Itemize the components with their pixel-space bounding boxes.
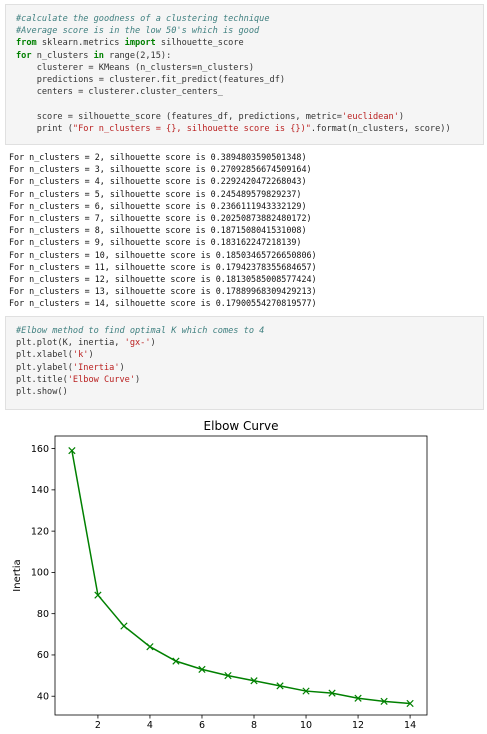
code-text: ) (88, 350, 94, 361)
x-tick-label: 4 (147, 720, 153, 731)
code-text: .format(n_clusters, score)) (310, 123, 451, 134)
data-point-marker (354, 694, 362, 702)
output-line: For n_clusters = 8, silhouette score is … (9, 225, 307, 236)
string-literal: 'euclidean' (341, 111, 399, 122)
plot-frame (54, 435, 428, 716)
code-text: plt.ylabel( (16, 362, 73, 373)
data-point-marker (224, 671, 232, 680)
x-tick-label: 8 (251, 720, 257, 731)
y-tick-label: 160 (31, 444, 49, 455)
y-tick-label: 60 (37, 650, 49, 661)
data-point-marker (172, 657, 180, 665)
output-line: For n_clusters = 13, silhouette score is… (9, 286, 317, 297)
keyword: from (16, 38, 37, 49)
code-text: print ( (16, 123, 73, 134)
code-comment: #calculate the goodness of a clustering … (16, 14, 270, 24)
data-point-marker (406, 699, 414, 708)
y-tick-label: 40 (37, 692, 49, 703)
string-literal: 'gx-' (124, 338, 151, 349)
code-editor[interactable]: #Elbow method to find optimal K which co… (6, 317, 483, 406)
y-tick-label: 120 (31, 526, 49, 537)
code-text: plt.plot(K, inertia, (16, 338, 125, 349)
code-text: sklearn.metrics (36, 38, 125, 49)
y-tick-label: 100 (31, 568, 49, 579)
output-line: For n_clusters = 9, silhouette score is … (9, 237, 302, 248)
output-line: For n_clusters = 11, silhouette score is… (9, 261, 317, 272)
data-point-marker (94, 591, 102, 599)
code-text: n_clusters (31, 50, 94, 61)
code-text: centers = clusterer.cluster_centers_ (16, 87, 223, 98)
code-comment: #Average score is in the low 50's which … (16, 26, 260, 37)
code-text: ) (150, 338, 156, 349)
output-line: For n_clusters = 10, silhouette score is… (9, 249, 317, 260)
data-point-marker (380, 697, 388, 706)
code-text: silhouette_score (155, 38, 244, 49)
string-literal: "For n_clusters = {}, silhouette score i… (72, 123, 311, 134)
output-line: For n_clusters = 4, silhouette score is … (9, 176, 307, 187)
data-point-marker (198, 665, 206, 674)
output-line: For n_clusters = 2, silhouette score is … (9, 152, 307, 162)
chart-plot-area: Elbow Curve 2 4 6 8 10 12 14 40 60 80 100 120 140 160 I… (12, 419, 428, 731)
code-text: ) (135, 374, 141, 385)
code-text: predictions = clusterer.fit_predict(feat… (16, 74, 286, 85)
series-line (71, 450, 411, 705)
data-point-marker (250, 677, 258, 685)
code-text: ) (119, 362, 125, 373)
string-literal: 'Elbow Curve' (67, 374, 136, 385)
x-tick-label: 6 (199, 720, 205, 731)
data-point-marker (302, 687, 310, 695)
keyword: in (93, 50, 104, 61)
output-line: For n_clusters = 3, silhouette score is … (9, 164, 312, 175)
code-editor[interactable]: #calculate the goodness of a clustering … (6, 5, 483, 143)
keyword: for (16, 50, 32, 61)
code-text: score = silhouette_score (features_df, p… (16, 111, 342, 122)
chart-title: Elbow Curve (204, 419, 279, 433)
code-cell-elbow[interactable]: #Elbow method to find optimal K which co… (5, 316, 484, 410)
output-line: For n_clusters = 7, silhouette score is … (9, 212, 312, 223)
data-point-marker (120, 622, 128, 630)
y-axis-label: Inertia (12, 559, 23, 591)
y-tick-label: 80 (37, 609, 49, 620)
data-point-marker (146, 643, 154, 651)
code-cell-silhouette[interactable]: #calculate the goodness of a clustering … (5, 4, 484, 145)
output-line: For n_clusters = 14, silhouette score is… (9, 298, 317, 309)
data-point-marker (328, 689, 336, 697)
code-text: plt.title( (16, 374, 68, 385)
x-tick-label: 2 (95, 720, 101, 731)
code-text: plt.xlabel( (16, 350, 73, 361)
output-line: For n_clusters = 5, silhouette score is … (9, 188, 302, 199)
cell-output: For n_clusters = 2, silhouette score is … (5, 149, 484, 311)
y-tick-label: 140 (31, 485, 49, 496)
output-line: For n_clusters = 6, silhouette score is … (9, 200, 307, 211)
x-tick-label: 10 (300, 720, 312, 731)
data-point-marker (276, 682, 284, 690)
code-text: range(2,15): (103, 50, 172, 61)
x-tick-label: 14 (404, 720, 416, 731)
output-line: For n_clusters = 12, silhouette score is… (9, 273, 317, 284)
code-text: ) (398, 111, 405, 122)
string-literal: 'k' (72, 350, 89, 361)
code-text: clusterer = KMeans (n_clusters=n_cluster… (16, 62, 254, 73)
code-comment: #Elbow method to find optimal K which co… (16, 326, 265, 336)
x-tick-label: 12 (352, 720, 364, 731)
keyword: import (124, 38, 156, 49)
elbow-curve-chart: Elbow Curve 2 4 6 8 10 12 14 40 60 80 100 120 140 160 I… (12, 419, 428, 731)
code-text: plt.show() (16, 386, 68, 397)
string-literal: 'Inertia' (72, 362, 120, 373)
data-point-marker (68, 447, 76, 455)
